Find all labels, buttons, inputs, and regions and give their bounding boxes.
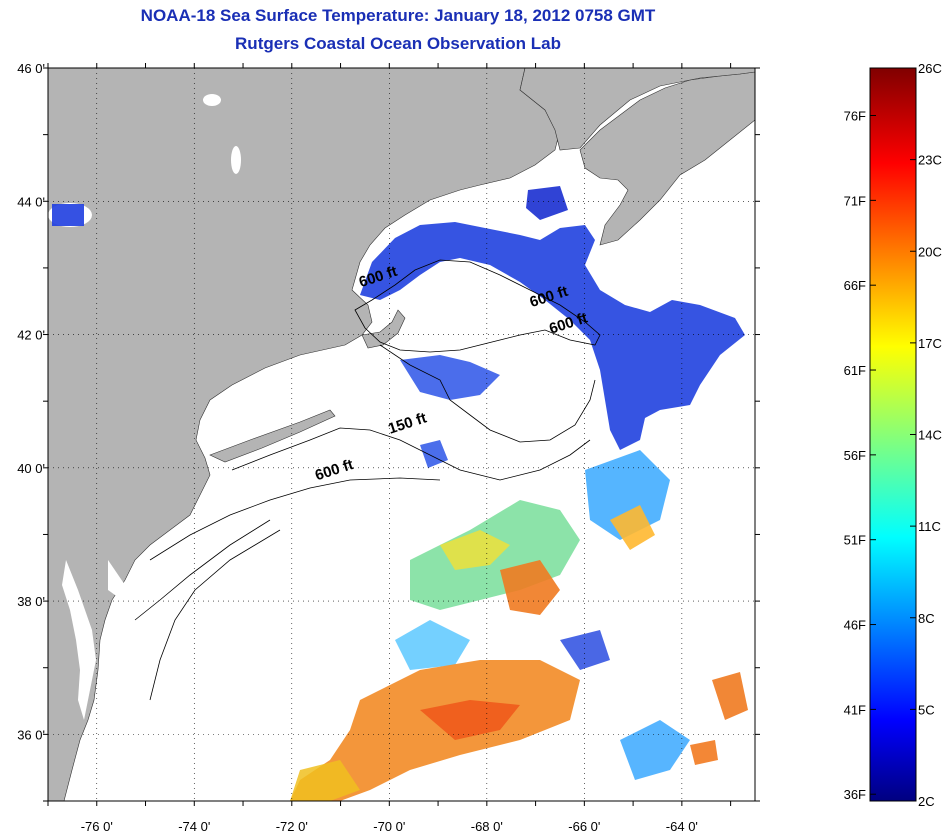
colorbar-celsius-label: 8C xyxy=(918,611,935,626)
colorbar-fahrenheit-label: 71F xyxy=(844,193,866,208)
lat-label: 42 0' xyxy=(17,328,45,343)
water-chesapeake xyxy=(62,560,96,720)
colorbar-gradient xyxy=(869,67,917,802)
lon-label: -76 0' xyxy=(81,819,113,834)
lat-label: 46 0' xyxy=(17,61,45,76)
colorbar-celsius-label: 23C xyxy=(918,153,942,168)
map-area: -76 0' -74 0' -72 0' -70 0' -68 0' -66 0' -64 … xyxy=(17,61,760,834)
land-mainland xyxy=(48,68,561,801)
lon-label: -68 0' xyxy=(471,819,503,834)
water-delaware-bay xyxy=(108,560,125,600)
sst-cold-patch xyxy=(400,355,500,400)
sst-cold-patch xyxy=(420,440,448,468)
lon-label: -74 0' xyxy=(178,819,210,834)
lat-label: 40 0' xyxy=(17,461,45,476)
land-long-island xyxy=(209,409,336,463)
colorbar-celsius-label: 20C xyxy=(918,244,942,259)
lat-label: 38 0' xyxy=(17,594,45,609)
lake xyxy=(231,146,241,174)
lake xyxy=(203,94,221,106)
lake-ontario-sst xyxy=(52,204,84,226)
colorbar-celsius-label: 2C xyxy=(918,794,935,809)
bathymetry-contours xyxy=(134,259,601,701)
lat-label: 44 0' xyxy=(17,194,45,209)
map-subtitle: Rutgers Coastal Ocean Observation Lab xyxy=(235,34,561,53)
colorbar-fahrenheit-label: 61F xyxy=(844,363,866,378)
sst-offshore-field xyxy=(290,450,748,801)
colorbar-fahrenheit-label: 41F xyxy=(844,702,866,717)
colorbar-fahrenheit-label: 46F xyxy=(844,618,866,633)
sst-gulf-of-maine xyxy=(360,222,745,450)
land-cape-cod xyxy=(361,309,406,349)
lon-label: -70 0' xyxy=(373,819,405,834)
map-title: NOAA-18 Sea Surface Temperature: January… xyxy=(140,6,656,25)
colorbar-fahrenheit-label: 51F xyxy=(844,533,866,548)
colorbar-celsius-label: 11C xyxy=(918,519,941,534)
colorbar-fahrenheit-label: 66F xyxy=(844,278,866,293)
land-new-brunswick xyxy=(519,68,755,151)
colorbar-fahrenheit-label: 76F xyxy=(844,109,866,124)
lon-label: -64 0' xyxy=(666,819,698,834)
lon-label: -66 0' xyxy=(568,819,600,834)
colorbar-celsius-label: 14C xyxy=(918,428,942,443)
colorbar: 26C 23C 20C 17C 14C 11C 8C 5C 2C 76F 71F 66F 61F 56F 5… xyxy=(844,61,942,809)
graticule xyxy=(48,68,755,801)
axis-ticks: -76 0' -74 0' -72 0' -70 0' -68 0' -66 0' -64 … xyxy=(17,61,760,834)
colorbar-celsius-label: 26C xyxy=(918,61,942,76)
colorbar-celsius-label: 17C xyxy=(918,336,942,351)
lat-label: 36 0' xyxy=(17,727,45,742)
land-nova-scotia xyxy=(579,71,755,246)
sst-cold-patch xyxy=(526,186,568,220)
map-frame xyxy=(47,67,756,802)
colorbar-celsius-label: 5C xyxy=(918,702,935,717)
lon-label: -72 0' xyxy=(276,819,308,834)
colorbar-fahrenheit-label: 56F xyxy=(844,448,866,463)
colorbar-fahrenheit-label: 36F xyxy=(844,787,866,802)
